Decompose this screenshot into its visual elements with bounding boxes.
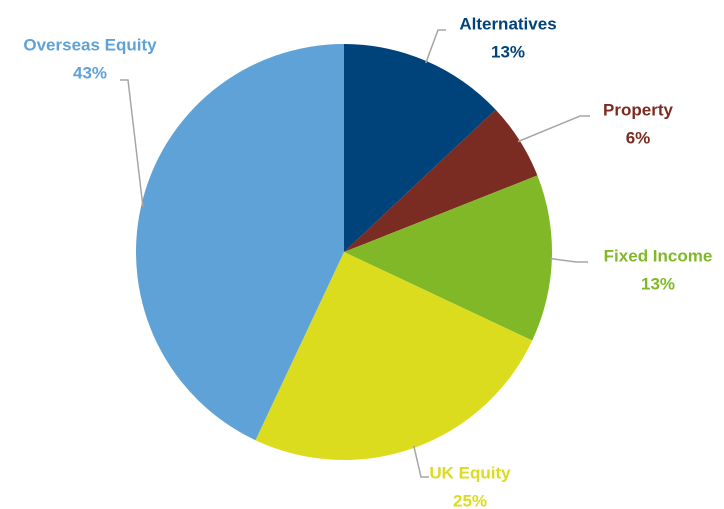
slice-label: Alternatives <box>459 14 556 33</box>
slice-label: Overseas Equity <box>23 35 157 54</box>
leader-line <box>549 257 588 263</box>
pie-slice <box>255 252 533 461</box>
pie-slice <box>344 175 552 341</box>
leader-line <box>517 115 590 143</box>
pie-slice <box>344 44 496 252</box>
slice-value-label: 13% <box>641 274 675 293</box>
slice-value-label: 13% <box>491 42 525 61</box>
leader-line <box>120 79 144 208</box>
pie-slice <box>135 44 344 441</box>
leader-line <box>425 29 446 64</box>
slice-value-label: 6% <box>626 128 651 147</box>
slice-value-label: 43% <box>73 63 107 82</box>
slice-label: UK Equity <box>429 463 511 482</box>
slice-label: Property <box>603 100 673 119</box>
leader-line <box>413 445 429 478</box>
slice-value-label: 25% <box>453 491 487 509</box>
slice-label: Fixed Income <box>604 246 713 265</box>
pie-slice <box>344 109 538 253</box>
